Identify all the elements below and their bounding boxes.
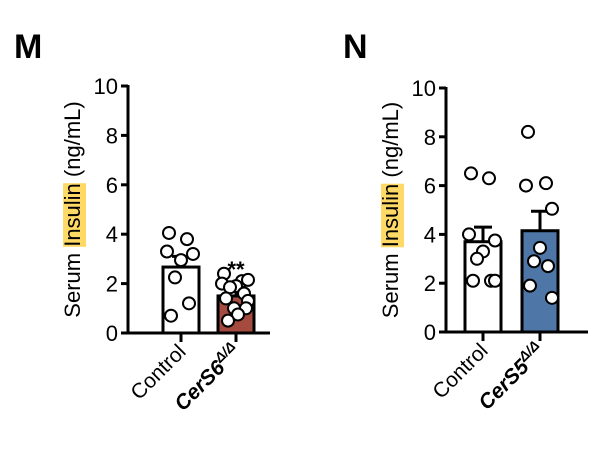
y-tick-label: 4 <box>106 222 118 247</box>
y-tick-label: 10 <box>412 76 436 101</box>
y-label-part: (ng/mL) <box>378 102 403 184</box>
data-point <box>186 246 200 261</box>
data-point <box>180 232 194 247</box>
y-label-highlight: Insulin <box>60 183 85 247</box>
data-point <box>541 259 555 274</box>
y-tick-label: 8 <box>106 123 118 148</box>
data-point <box>174 253 188 268</box>
data-point <box>241 272 255 287</box>
data-point <box>219 291 233 306</box>
data-point <box>482 171 496 186</box>
significance-label: ** <box>227 257 245 282</box>
y-tick-label: 0 <box>424 320 436 345</box>
data-point <box>539 176 553 191</box>
data-point <box>221 313 235 328</box>
y-tick-label: 10 <box>94 74 118 99</box>
data-point <box>466 273 480 288</box>
data-point <box>162 225 176 240</box>
data-point <box>488 233 502 248</box>
data-point <box>545 290 559 305</box>
y-tick-label: 2 <box>106 272 118 297</box>
y-tick-label: 2 <box>424 271 436 296</box>
data-point <box>231 307 245 322</box>
y-label-part: (ng/mL) <box>60 101 85 183</box>
y-axis-label: Serum Insulin (ng/mL) <box>378 102 403 318</box>
y-label-part: Serum <box>378 247 403 318</box>
data-point <box>521 124 535 139</box>
panel-label: N <box>343 28 368 66</box>
panel-label: M <box>14 28 42 66</box>
data-point <box>462 227 476 242</box>
y-tick-label: 6 <box>424 174 436 199</box>
highlight-box <box>63 183 86 247</box>
data-point <box>168 270 182 285</box>
y-tick-label: 0 <box>106 321 118 346</box>
y-label-part: Serum <box>60 247 85 318</box>
data-point <box>519 178 533 193</box>
y-tick-label: 8 <box>424 125 436 150</box>
y-tick-label: 6 <box>106 173 118 198</box>
data-point <box>523 278 537 293</box>
data-point <box>533 240 547 255</box>
data-point <box>527 254 541 269</box>
data-point <box>464 166 478 181</box>
y-label-highlight: Insulin <box>378 184 403 248</box>
data-point <box>488 273 502 288</box>
data-point <box>470 251 484 266</box>
data-point <box>160 244 174 259</box>
highlight-box <box>381 183 404 248</box>
data-point <box>164 308 178 323</box>
y-axis-label: Serum Insulin (ng/mL) <box>60 101 85 317</box>
data-point <box>545 201 559 216</box>
data-point <box>182 296 196 311</box>
y-tick-label: 4 <box>424 222 436 247</box>
